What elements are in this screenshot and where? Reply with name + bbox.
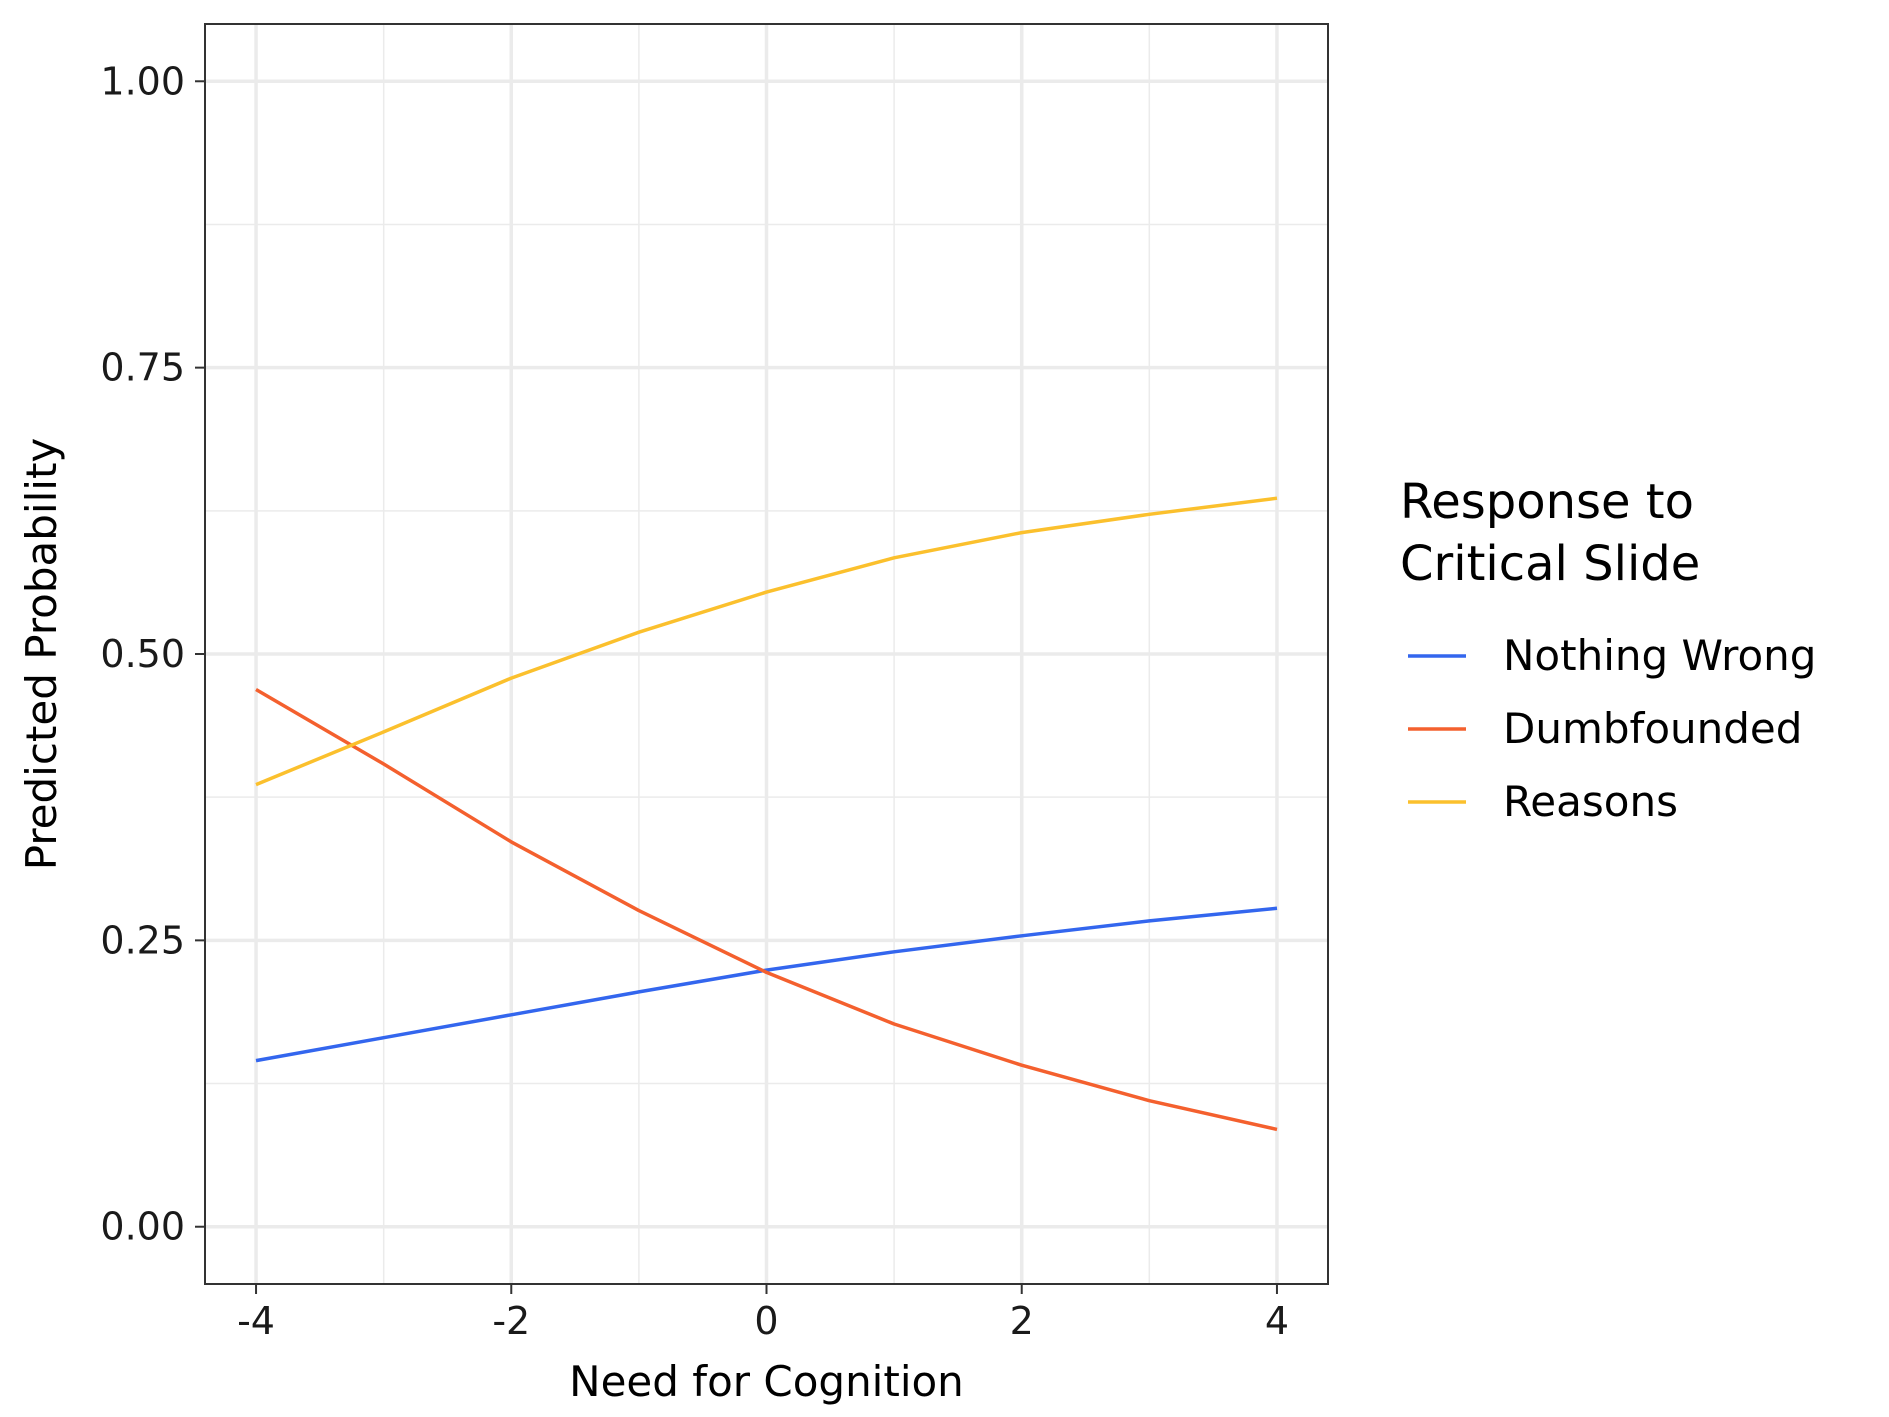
legend-label-reasons: Reasons xyxy=(1503,777,1678,826)
series-line-reasons xyxy=(255,496,1278,787)
x-tick-label-4: 4 xyxy=(1265,1299,1289,1343)
major-grid xyxy=(205,24,1328,1284)
y-axis: 0.00 0.25 0.50 0.75 1.00 xyxy=(100,59,205,1249)
legend: Response to Critical Slide Nothing Wrong… xyxy=(1400,474,1816,826)
legend-label-nothing-wrong: Nothing Wrong xyxy=(1503,631,1816,680)
legend-label-dumbfounded: Dumbfounded xyxy=(1503,704,1802,753)
legend-title-line-1: Response to xyxy=(1400,474,1694,530)
x-axis-title: Need for Cognition xyxy=(569,1357,964,1406)
x-tick-label-1: -2 xyxy=(492,1299,530,1343)
y-tick-label-1: 0.25 xyxy=(100,918,185,962)
y-axis-title: Predicted Probability xyxy=(17,438,66,871)
series-line-nothing-wrong xyxy=(255,906,1278,1063)
y-tick-label-0: 0.00 xyxy=(100,1205,185,1249)
x-tick-label-2: 0 xyxy=(754,1299,778,1343)
legend-title-line-2: Critical Slide xyxy=(1400,536,1700,592)
series-lines xyxy=(255,496,1278,1132)
y-tick-label-4: 1.00 xyxy=(100,59,185,103)
legend-items: Nothing Wrong Dumbfounded Reasons xyxy=(1408,631,1816,826)
x-tick-label-0: -4 xyxy=(237,1299,275,1343)
x-tick-label-3: 2 xyxy=(1010,1299,1034,1343)
y-tick-label-3: 0.75 xyxy=(100,346,185,390)
series-line-dumbfounded xyxy=(255,687,1278,1132)
y-tick-label-2: 0.50 xyxy=(100,632,185,676)
x-axis: -4 -2 0 2 4 xyxy=(237,1284,1289,1343)
